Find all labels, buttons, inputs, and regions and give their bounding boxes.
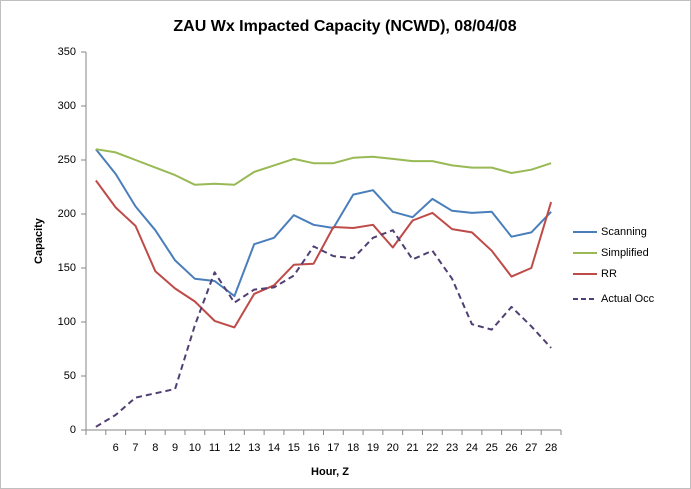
x-tick-label: 27: [525, 442, 537, 454]
x-tick-label: 15: [288, 442, 300, 454]
x-tick-label: 21: [406, 442, 418, 454]
series-line: [95, 148, 552, 298]
y-axis-title: Capacity: [33, 217, 45, 264]
y-tick-label: 100: [58, 316, 76, 328]
x-tick-label: 23: [446, 442, 458, 454]
x-tick-label: 6: [113, 442, 119, 454]
x-tick-label: 9: [172, 442, 178, 454]
x-tick-label: 26: [505, 442, 517, 454]
series-line: [95, 148, 552, 186]
series-line: [95, 179, 553, 329]
chart-title: ZAU Wx Impacted Capacity (NCWD), 08/04/0…: [173, 18, 516, 35]
x-tick-label: 19: [367, 442, 379, 454]
series-line: [95, 229, 552, 428]
x-tick-label: 28: [545, 442, 557, 454]
x-tick-label: 18: [347, 442, 359, 454]
x-tick-label: 10: [189, 442, 201, 454]
x-tick-label: 17: [327, 442, 339, 454]
y-tick-label: 50: [64, 370, 76, 382]
y-tick-label: 200: [58, 208, 76, 220]
y-tick-label: 300: [58, 100, 76, 112]
legend-label: Simplified: [601, 247, 649, 259]
x-axis-title: Hour, Z: [311, 466, 349, 478]
x-tick-label: 14: [268, 442, 280, 454]
y-tick-label: 150: [58, 262, 76, 274]
x-tick-label: 20: [387, 442, 399, 454]
legend-label: RR: [601, 268, 617, 280]
x-tick-label: 25: [486, 442, 498, 454]
legend-label: Scanning: [601, 226, 647, 238]
x-tick-label: 7: [132, 442, 138, 454]
y-tick-label: 250: [58, 154, 76, 166]
x-tick-label: 22: [426, 442, 438, 454]
y-tick-label: 0: [70, 424, 76, 436]
y-tick-label: 350: [58, 46, 76, 58]
x-tick-label: 12: [228, 442, 240, 454]
x-tick-label: 13: [248, 442, 260, 454]
legend-label: Actual Occ: [601, 293, 655, 305]
x-tick-label: 11: [209, 442, 220, 454]
x-tick-label: 8: [152, 442, 158, 454]
x-tick-label: 24: [466, 442, 478, 454]
x-tick-label: 16: [307, 442, 319, 454]
